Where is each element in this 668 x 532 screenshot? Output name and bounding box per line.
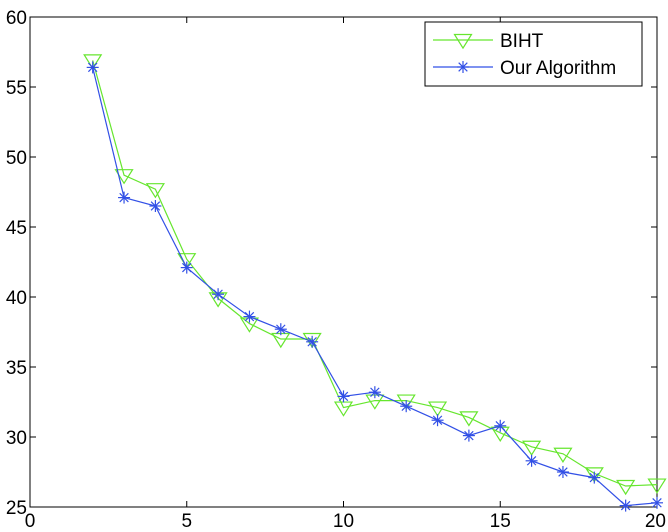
y-tick-label: 35 [6, 358, 27, 379]
data-point [616, 479, 636, 496]
series-layer [83, 54, 667, 512]
data-point [212, 288, 225, 301]
data-point [556, 466, 569, 478]
data-point [86, 61, 99, 74]
data-point [83, 54, 103, 70]
data-point [368, 386, 381, 399]
data-point [525, 454, 538, 467]
y-tick-label: 30 [6, 428, 27, 449]
data-point [647, 478, 667, 494]
data-point [494, 419, 507, 432]
x-tick-label: 0 [25, 511, 36, 532]
data-point [522, 440, 542, 457]
data-point [619, 499, 632, 512]
data-point [459, 411, 479, 427]
data-point [588, 471, 601, 484]
y-tick-label: 25 [6, 498, 27, 519]
data-point [584, 467, 604, 483]
y-tick-label: 40 [6, 288, 27, 309]
data-point [553, 447, 573, 464]
data-point [114, 169, 134, 185]
legend-marker [453, 33, 473, 50]
data-point [651, 496, 663, 509]
data-point [180, 261, 193, 274]
data-point [400, 400, 413, 413]
data-point [306, 335, 319, 348]
data-point [243, 310, 256, 323]
data-point [337, 390, 350, 403]
legend: BIHT Our Algorithm [424, 21, 643, 87]
legend-label: BIHT [500, 31, 544, 52]
legend-entry: BIHT [433, 31, 544, 52]
x-tick-label: 5 [181, 511, 192, 532]
x-tick-label: 10 [333, 511, 354, 532]
data-point [462, 429, 475, 442]
data-point [274, 323, 287, 336]
series-line [92, 60, 658, 487]
x-tick-label: 15 [490, 511, 511, 532]
data-point [149, 200, 162, 212]
legend-box [424, 21, 643, 87]
y-tick-label: 55 [6, 78, 27, 99]
series-1 [86, 61, 663, 512]
y-tick-label: 45 [6, 218, 27, 239]
data-point [431, 414, 444, 427]
data-point [427, 401, 448, 417]
y-tick-label: 50 [6, 148, 27, 169]
x-tick-label: 20 [645, 511, 666, 532]
legend-label: Our Algorithm [500, 58, 616, 79]
data-point [118, 191, 131, 204]
legend-entry: Our Algorithm [433, 58, 616, 79]
data-point [145, 183, 165, 199]
legend-marker [457, 61, 469, 73]
axes-layer: 0 5 10 15 20 25 30 35 40 45 50 55 60 [6, 8, 666, 532]
y-tick-label: 60 [6, 8, 27, 29]
